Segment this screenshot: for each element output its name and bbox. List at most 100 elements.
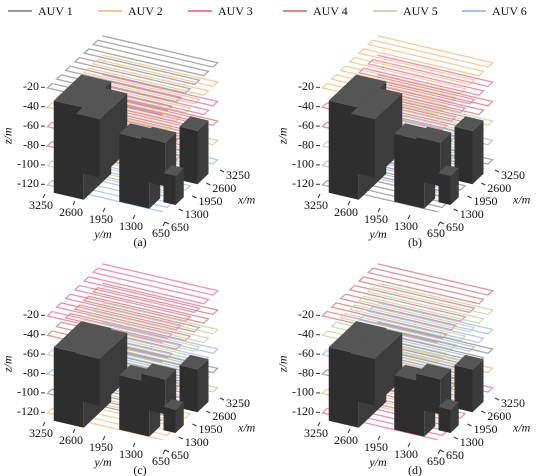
z-tick-label: -40 [23,98,39,112]
obstacle-face [163,173,176,205]
obstacle-face [141,373,166,415]
y-tick-label: 650 [427,226,445,240]
y-tick-label: 3250 [304,198,328,212]
z-tick-label: -100 [17,385,39,399]
obstacle-face [175,401,184,433]
x-tick-label: 1950 [474,194,498,208]
z-tick-label: -120 [17,404,39,418]
obstacle-face [450,401,459,433]
y-tick-label: 1950 [89,212,113,226]
x-tick [453,208,458,212]
y-tick [347,428,351,434]
obstacle-top [328,74,387,108]
x-tick-label: 1300 [460,207,484,221]
obstacle-face [175,168,184,205]
y-tick [102,435,106,441]
x-tick-label: 650 [446,220,464,234]
obstacle-face [350,113,375,178]
x-tick [467,423,472,427]
y-tick [132,442,136,448]
y-tick [407,442,411,448]
x-tick-label: 3250 [501,396,525,410]
x-tick [206,182,211,186]
legend-label: AUV 5 [403,4,438,18]
z-tick-label: -100 [17,157,39,171]
x-tick-label: 2600 [487,409,511,423]
panel-label: (d) [408,463,422,476]
x-tick [219,397,225,401]
obstacle-top [416,363,452,380]
z-tick-label: -80 [23,365,39,379]
y-tick-label: 650 [427,454,445,468]
obstacle-face [197,120,209,185]
x-tick-label: 1300 [185,207,209,221]
x-tick-label: 1950 [474,422,498,436]
y-tick-label: 1300 [119,447,143,461]
obstacle-top [438,399,459,410]
obstacle-face [438,406,451,433]
y-tick-label: 3250 [304,426,328,440]
obstacle-face [75,113,100,178]
coverage-path [321,263,494,344]
y-tick-label: 1950 [89,440,113,454]
obstacle-face [454,126,473,185]
obstacle-top [141,363,177,380]
x-tick [178,208,183,212]
obstacle-top [328,321,387,355]
x-tick [467,195,472,199]
x-tick-label: 1950 [199,422,223,436]
y-tick [347,200,351,206]
x-tick-label: 1300 [460,435,484,449]
x-tick [219,169,225,173]
x-tick [494,169,500,173]
y-tick [437,449,441,455]
z-tick-label: -60 [23,346,39,360]
x-tick-label: 3250 [226,396,250,410]
y-tick-label: 2600 [334,205,358,219]
z-tick-label: -40 [298,98,314,112]
obstacle-face [416,373,441,415]
x-axis-title: x/m [237,193,256,207]
obstacle-face [350,353,375,406]
coverage-path [321,282,494,363]
z-tick-label: -120 [292,404,314,418]
legend-label: AUV 2 [128,4,163,18]
z-tick-label: -60 [298,118,314,132]
z-tick-label: -80 [298,365,314,379]
y-tick [102,207,106,213]
obstacle-face [416,137,441,187]
x-axis-title: x/m [512,421,531,435]
obstacle-top [416,126,452,143]
y-tick [437,221,441,227]
x-tick [164,221,170,225]
z-tick-label: -20 [298,307,314,321]
obstacle-face [438,173,451,205]
x-tick-label: 3250 [501,168,525,182]
y-axis-title: y/m [93,455,112,469]
y-tick [162,449,166,455]
x-tick [164,449,170,453]
obstacle-face [179,365,198,413]
y-tick-label: 3250 [29,198,53,212]
x-tick-label: 2600 [212,181,236,195]
obstacle-face [450,168,459,205]
y-tick-label: 650 [152,226,170,240]
x-tick [494,397,500,401]
obstacle-top [350,87,403,120]
obstacle-face [472,120,484,185]
z-axis-title: z/m [1,127,15,145]
obstacle-face [179,126,198,185]
x-tick-label: 3250 [226,168,250,182]
y-tick-label: 650 [152,454,170,468]
obstacle-top [75,327,128,360]
x-tick [192,423,197,427]
x-tick-label: 1950 [199,194,223,208]
coverage-path [46,282,219,363]
panel-label: (b) [408,235,422,249]
y-tick [377,207,381,213]
obstacle-face [163,406,176,433]
